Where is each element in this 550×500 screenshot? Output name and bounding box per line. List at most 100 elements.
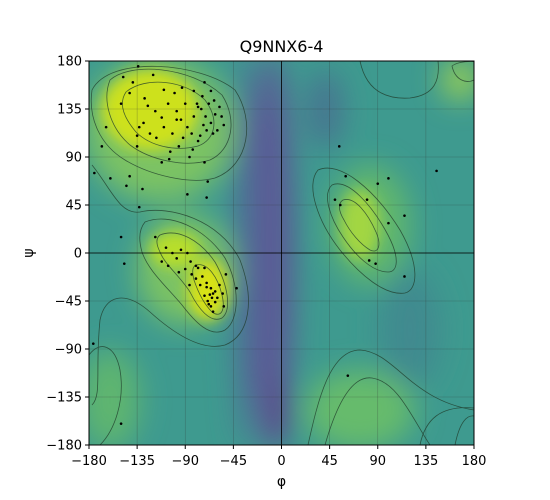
data-point [91, 342, 95, 345]
data-point [403, 275, 406, 278]
data-point [188, 283, 191, 287]
data-point [135, 145, 139, 148]
x-axis: −180 −135 −90 −45 0 45 90 135 180 [71, 445, 486, 469]
data-point [213, 113, 217, 116]
data-point [203, 266, 206, 270]
data-point [186, 125, 189, 129]
x-tick-label: 135 [413, 454, 438, 469]
y-axis: −180 −135 −90 −45 0 45 90 135 180 [46, 55, 89, 454]
data-point [148, 132, 152, 135]
density-mid-region [442, 61, 474, 100]
density-low-band [233, 61, 257, 445]
data-point [209, 286, 213, 290]
data-point [212, 99, 216, 102]
contour-line [90, 65, 248, 181]
data-point [194, 277, 198, 280]
y-tick-label: 180 [57, 55, 82, 70]
chart-title: Q9NNX6-4 [240, 37, 324, 56]
data-point [190, 132, 193, 135]
data-point [189, 260, 192, 263]
data-point [121, 75, 125, 79]
x-tick-label: −135 [119, 454, 155, 469]
data-point [203, 161, 206, 164]
data-point [183, 102, 187, 105]
data-point [213, 290, 217, 293]
data-point [216, 129, 219, 132]
x-tick-label: −180 [71, 454, 107, 469]
data-point [137, 125, 141, 129]
y-tick-label: −135 [46, 391, 82, 406]
contour-line [454, 415, 474, 445]
data-point [186, 251, 189, 255]
data-point [220, 115, 223, 118]
data-point [211, 310, 215, 313]
data-point [160, 260, 164, 263]
x-tick-label: −90 [172, 454, 199, 469]
data-points [91, 65, 438, 425]
data-point [179, 248, 183, 252]
data-point [93, 171, 96, 175]
data-point [222, 305, 226, 308]
data-point [154, 109, 157, 113]
x-tick-label: 45 [321, 454, 338, 469]
data-point [171, 132, 174, 135]
contour-line [419, 407, 474, 445]
data-point [201, 275, 204, 278]
data-point [191, 148, 195, 151]
contour-line [122, 81, 215, 149]
data-point [203, 294, 206, 297]
density-low-band [380, 270, 440, 390]
data-point [211, 292, 215, 295]
data-point [209, 121, 213, 125]
data-point [207, 102, 211, 105]
data-point [109, 177, 112, 180]
data-point [162, 125, 166, 129]
y-tick-label: 45 [65, 199, 82, 214]
data-point [205, 281, 208, 285]
data-point [403, 214, 406, 217]
data-point [186, 193, 189, 196]
data-point [207, 302, 211, 306]
density-high-region [340, 190, 380, 260]
data-point [160, 116, 164, 119]
data-point [180, 86, 184, 89]
data-point [192, 115, 196, 118]
data-point [119, 422, 123, 425]
density-low-band [307, 70, 343, 150]
data-point [208, 293, 212, 296]
data-point [211, 132, 215, 135]
data-point [196, 105, 200, 109]
density-background [89, 61, 474, 445]
contour-line [327, 183, 397, 273]
contour-line [359, 61, 439, 99]
data-point [199, 107, 203, 111]
data-point [209, 89, 213, 93]
data-point [125, 184, 128, 188]
data-point [177, 270, 181, 274]
data-point [218, 105, 221, 109]
data-point [162, 88, 166, 92]
density-mid-region [89, 350, 140, 445]
data-point [128, 174, 131, 178]
data-point [374, 262, 377, 265]
data-point [216, 296, 219, 300]
data-point [218, 283, 221, 287]
data-point [198, 283, 202, 287]
density-low-band [270, 375, 290, 445]
data-point [175, 257, 178, 260]
x-axis-label: φ [277, 474, 286, 490]
data-point [201, 94, 204, 98]
data-point [171, 251, 174, 255]
data-point [173, 91, 176, 95]
data-point [206, 180, 210, 183]
data-point [209, 305, 213, 308]
data-point [136, 65, 140, 68]
contour-line [451, 61, 474, 82]
data-point [104, 125, 108, 129]
contour-line [91, 164, 249, 406]
data-point [154, 235, 157, 239]
y-tick-label: −45 [55, 295, 82, 310]
data-point [151, 73, 155, 77]
data-point [337, 145, 341, 148]
y-axis-label: ψ [21, 248, 37, 257]
